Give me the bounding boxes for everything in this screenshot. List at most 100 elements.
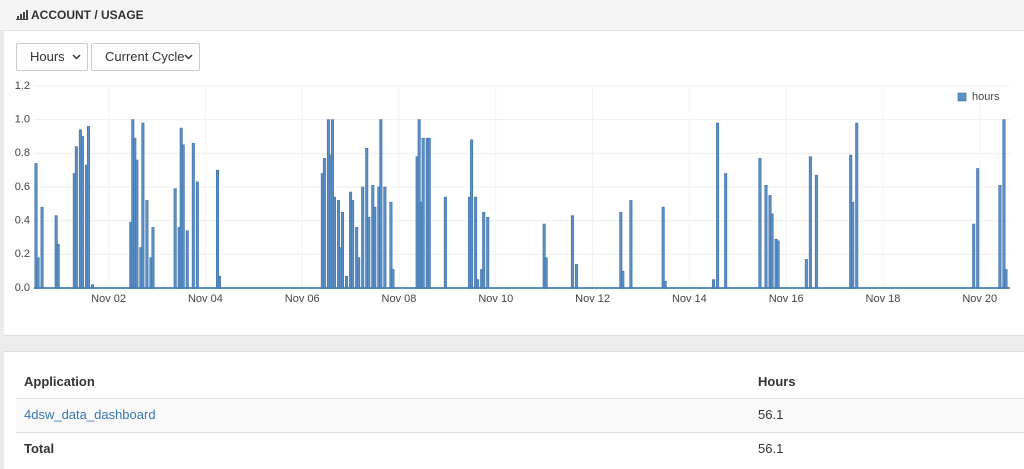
- bar: [804, 259, 808, 289]
- y-tick-label: 0.6: [15, 181, 30, 193]
- bar: [341, 211, 345, 289]
- bar: [36, 257, 40, 289]
- bar: [998, 185, 1002, 289]
- x-tick-label: Nov 20: [962, 293, 997, 305]
- bar: [218, 275, 222, 289]
- total-label: Total: [24, 441, 55, 456]
- bar: [712, 279, 716, 289]
- unit-select[interactable]: Hours: [16, 43, 88, 71]
- bar: [474, 196, 478, 289]
- bar: [544, 257, 548, 289]
- bar: [764, 185, 768, 289]
- bar: [808, 156, 812, 289]
- bar: [976, 168, 980, 289]
- legend-label: hours: [972, 91, 1000, 103]
- bar: [195, 181, 199, 289]
- bar: [570, 215, 574, 289]
- bar: [855, 122, 859, 289]
- bar: [776, 240, 780, 289]
- hours-cell: 56.1: [758, 407, 784, 422]
- y-tick-label: 0.0: [15, 282, 30, 294]
- bar: [191, 142, 195, 289]
- bar: [470, 139, 474, 289]
- bar: [427, 137, 431, 289]
- y-tick-label: 1.0: [15, 114, 30, 126]
- legend-swatch: [957, 92, 967, 102]
- bar: [151, 227, 155, 289]
- chart-icon: [16, 10, 28, 20]
- application-link[interactable]: 4dsw_data_dashboard: [24, 407, 156, 422]
- bar: [345, 275, 349, 289]
- page-title: ACCOUNT / USAGE: [31, 8, 144, 22]
- bar: [383, 186, 387, 289]
- bar: [90, 284, 94, 289]
- period-select[interactable]: Current Cycle: [91, 43, 200, 71]
- bar: [716, 122, 720, 289]
- bar: [34, 163, 38, 289]
- bar: [332, 196, 336, 289]
- bar: [86, 126, 90, 289]
- period-select-value: Current Cycle: [105, 49, 185, 64]
- bar: [443, 196, 447, 289]
- chevron: [184, 54, 193, 60]
- x-tick-label: Nov 12: [575, 293, 610, 305]
- x-tick-label: Nov 14: [672, 293, 707, 305]
- bar: [574, 264, 578, 289]
- bar: [185, 230, 189, 289]
- bar: [40, 206, 44, 289]
- bar: [391, 269, 395, 289]
- y-tick-label: 0.2: [15, 248, 30, 260]
- bar: [351, 200, 355, 289]
- bar: [758, 158, 762, 289]
- unit-select-value: Hours: [30, 49, 65, 64]
- bar: [322, 158, 326, 289]
- column-header: Hours: [758, 374, 796, 389]
- bar: [421, 137, 425, 289]
- y-tick-label: 1.2: [15, 80, 30, 92]
- top-bar: ACCOUNT / USAGE: [0, 0, 1024, 31]
- bar: [357, 257, 361, 289]
- bar: [361, 186, 365, 289]
- bar: [972, 223, 976, 289]
- bar: [145, 200, 149, 289]
- bar: [367, 217, 371, 289]
- bar: [482, 211, 486, 289]
- bar: [476, 279, 480, 289]
- usage-chart: 0.0 0.2 0.4 0.6 0.8 1.0 1.2 Nov 02 Nov 04 Nov 06 N…: [15, 80, 1010, 305]
- bar: [141, 122, 145, 289]
- bar: [80, 136, 84, 289]
- bar: [770, 213, 774, 289]
- bar: [619, 211, 623, 289]
- bar: [663, 280, 667, 289]
- bar: [181, 144, 185, 289]
- x-tick-label: Nov 04: [188, 293, 223, 305]
- table-row: [16, 398, 1024, 433]
- bar: [389, 201, 393, 289]
- bar: [56, 243, 60, 289]
- bar: [173, 188, 177, 289]
- bar: [661, 206, 665, 289]
- chevron: [72, 54, 81, 60]
- x-tick-label: Nov 08: [382, 293, 417, 305]
- column-header: Application: [24, 374, 95, 389]
- total-hours: 56.1: [758, 441, 784, 456]
- bar: [216, 169, 220, 289]
- y-tick-label: 0.4: [15, 215, 30, 227]
- bar: [814, 174, 818, 289]
- y-tick-label: 0.8: [15, 147, 30, 159]
- bar: [1004, 269, 1008, 289]
- x-tick-label: Nov 10: [478, 293, 513, 305]
- bar: [1002, 119, 1006, 289]
- bar: [486, 217, 490, 289]
- bar: [629, 200, 633, 289]
- bar: [373, 206, 377, 289]
- x-tick-label: Nov 06: [285, 293, 320, 305]
- bar: [379, 119, 383, 289]
- bar: [336, 200, 340, 289]
- bar: [621, 270, 625, 289]
- x-tick-label: Nov 18: [866, 293, 901, 305]
- x-tick-label: Nov 16: [769, 293, 804, 305]
- bar: [135, 159, 139, 289]
- bar: [542, 223, 546, 289]
